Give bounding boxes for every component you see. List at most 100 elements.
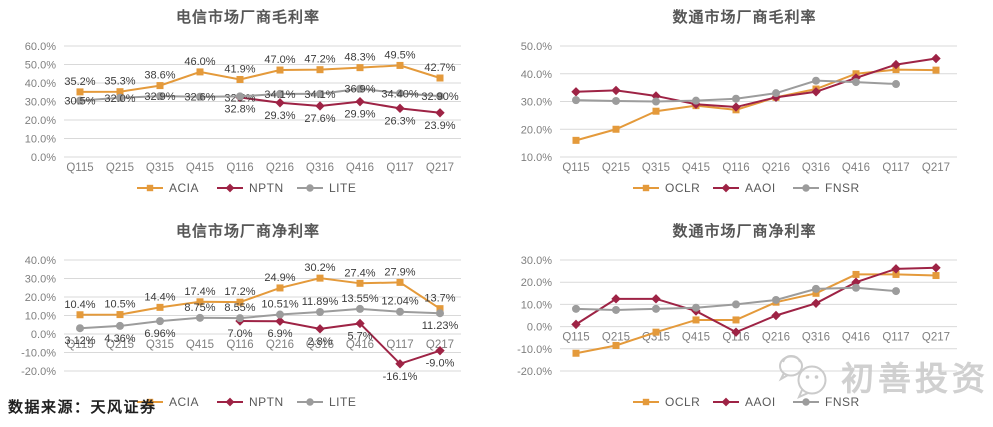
- gridlines: [64, 259, 461, 372]
- x-tick-label: Q216: [266, 339, 294, 351]
- data-point-marker: [116, 321, 124, 330]
- data-label: 35.3%: [104, 76, 135, 88]
- x-tick-label: Q217: [922, 332, 950, 344]
- legend-label: FNSR: [825, 181, 860, 195]
- data-label: 8.55%: [224, 302, 255, 314]
- legend-label: AAOI: [745, 181, 776, 195]
- legend-label: AAOI: [745, 395, 776, 409]
- chart-telecom-gross-margin: 电信市场厂商毛利率 60.0% 50.0% 40.0% 30.0% 20.0% 10.0%…: [0, 0, 496, 214]
- x-tick-label: Q117: [882, 332, 909, 344]
- data-point-marker: [611, 294, 621, 304]
- y-tick-label: 0.0%: [31, 329, 56, 341]
- data-point-marker: [852, 283, 860, 292]
- y-tick-label: 10.0%: [521, 299, 552, 311]
- data-point-marker: [316, 308, 324, 317]
- data-point-marker: [436, 92, 444, 101]
- legend: ACIA NPTN LITE: [137, 181, 356, 195]
- data-point-marker: [572, 96, 580, 105]
- data-label: 32.6%: [184, 92, 215, 104]
- data-label: 14.4%: [144, 291, 175, 303]
- y-tick-label: -10.0%: [21, 348, 56, 360]
- data-point-marker: [396, 61, 404, 69]
- legend-label: LITE: [329, 395, 356, 409]
- legend-label: NPTN: [249, 181, 284, 195]
- data-point-marker: [732, 316, 740, 324]
- series-line: [239, 96, 441, 114]
- x-tick-label: Q415: [186, 162, 214, 174]
- chart-title: 电信市场厂商净利率: [175, 223, 320, 240]
- x-tick-label: Q217: [922, 162, 950, 174]
- x-tick-label: Q316: [306, 339, 334, 351]
- data-point-marker: [571, 87, 581, 97]
- x-tick-label: Q215: [106, 162, 134, 174]
- data-point-marker: [651, 294, 661, 304]
- series-ACIA: 10.4% 10.5% 14.4% 17.4% 17.2% 24.9% 30.2% 27.4%…: [64, 262, 456, 319]
- chart-telecom-net-margin: 电信市场厂商净利率 40.0% 30.0% 20.0% 10.0% 0.0% -10.0%…: [0, 214, 496, 427]
- y-tick-label: 30.0%: [521, 255, 552, 267]
- x-tick-label: Q315: [146, 162, 174, 174]
- data-label: 41.9%: [224, 63, 255, 75]
- x-tick-label: Q216: [762, 162, 790, 174]
- data-point-marker: [435, 108, 445, 118]
- data-label: 32.9%: [144, 91, 175, 103]
- data-point-marker: [652, 107, 660, 115]
- watermark: 初善投资: [775, 352, 989, 400]
- x-axis-labels: Q115 Q215 Q315 Q415 Q116 Q216 Q316 Q416 Q117 Q217: [66, 339, 454, 351]
- x-tick-label: Q416: [842, 332, 870, 344]
- x-tick-label: Q116: [226, 339, 253, 351]
- x-tick-label: Q116: [722, 162, 749, 174]
- data-point-marker: [891, 264, 901, 274]
- data-point-marker: [356, 64, 364, 72]
- y-tick-label: 30.0%: [25, 97, 56, 109]
- x-axis-labels: Q115 Q215 Q315 Q415 Q116 Q216 Q316 Q416 Q117 Q217: [562, 332, 950, 344]
- legend-marker: [802, 184, 810, 192]
- data-source-label: 数据来源：天风证券: [8, 399, 157, 416]
- data-label: -9.0%: [426, 358, 455, 370]
- data-point-marker: [852, 270, 860, 278]
- data-label: 47.0%: [264, 54, 295, 66]
- data-point-marker: [731, 327, 741, 337]
- gridlines: [64, 45, 461, 158]
- data-point-marker: [276, 89, 284, 98]
- legend-marker: [642, 398, 650, 406]
- series-line: [575, 273, 937, 355]
- legend-marker: [642, 184, 650, 192]
- data-point-marker: [692, 316, 700, 324]
- data-label: 32.90%: [421, 91, 459, 103]
- legend-marker: [721, 397, 731, 407]
- data-point-marker: [156, 92, 164, 101]
- data-point-marker: [931, 263, 941, 273]
- x-tick-label: Q415: [682, 332, 710, 344]
- x-tick-label: Q115: [562, 162, 589, 174]
- line-chart-svg: 60.0% 50.0% 40.0% 30.0% 20.0% 10.0% 0.0% Q115 Q2…: [25, 41, 461, 195]
- data-point-marker: [612, 341, 620, 349]
- data-label: 32.0%: [104, 93, 135, 105]
- data-point-marker: [612, 125, 620, 133]
- data-point-marker: [316, 89, 324, 98]
- data-label: 34.40%: [381, 88, 419, 100]
- data-point-marker: [236, 75, 244, 83]
- legend-label: ACIA: [169, 181, 199, 195]
- chart-datacom-net-margin: 数通市场厂商净利率 30.0% 20.0% 10.0% 0.0% -10.0% -20.0…: [496, 214, 993, 427]
- data-point-marker: [156, 317, 164, 326]
- data-point-marker: [196, 298, 204, 306]
- data-label: 35.2%: [64, 76, 95, 88]
- line-chart-svg: 30.0% 20.0% 10.0% 0.0% -10.0% -20.0% Q115 Q215 Q…: [517, 255, 957, 409]
- x-tick-label: Q116: [722, 332, 749, 344]
- data-label: 6.9%: [267, 328, 292, 340]
- chart-title: 电信市场厂商毛利率: [175, 9, 320, 26]
- legend-marker: [146, 184, 154, 192]
- data-point-marker: [811, 298, 821, 308]
- data-label: 42.7%: [424, 62, 455, 74]
- y-tick-label: 30.0%: [521, 97, 552, 109]
- x-tick-label: Q215: [602, 162, 630, 174]
- data-point-marker: [275, 98, 285, 108]
- x-tick-label: Q415: [186, 339, 214, 351]
- data-label: 2.8%: [307, 336, 332, 348]
- x-tick-label: Q117: [882, 162, 909, 174]
- chart-datacom-gross-margin: 数通市场厂商毛利率 50.0% 40.0% 30.0% 20.0% 10.0% Q115 Q…: [496, 0, 993, 214]
- data-point-marker: [652, 97, 660, 106]
- data-point-marker: [316, 66, 324, 74]
- data-point-marker: [436, 74, 444, 82]
- data-label: 27.9%: [384, 266, 415, 278]
